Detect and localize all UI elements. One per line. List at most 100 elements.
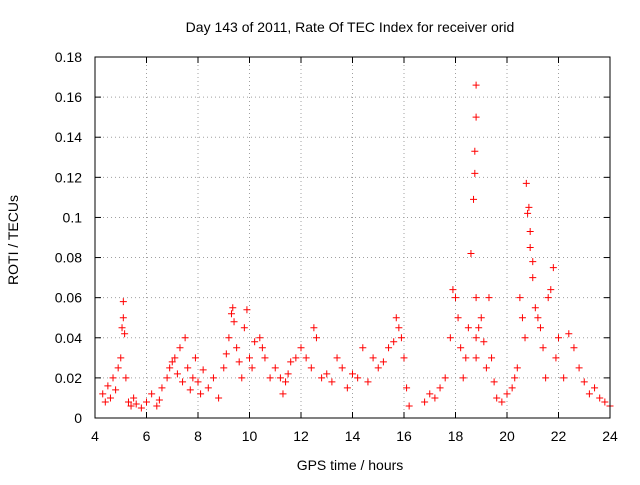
data-point [279,390,287,398]
data-point [467,250,475,258]
x-axis-label: GPS time / hours [297,457,404,473]
data-point [194,378,202,386]
y-tick-label: 0.02 [55,370,82,386]
data-point [292,354,300,362]
data-point [596,394,604,402]
x-tick-label: 6 [143,428,151,444]
data-point [199,366,207,374]
data-point [233,344,241,352]
y-tick-label: 0.12 [55,169,82,185]
data-point [130,394,138,402]
data-point [475,324,483,332]
data-point [503,390,511,398]
data-point [256,334,264,342]
x-tick-label: 8 [194,428,202,444]
data-point [122,374,130,382]
data-point [390,338,398,346]
data-point [426,390,434,398]
data-point [312,334,320,342]
data-point [284,370,292,378]
data-point [118,324,126,332]
data-point [148,390,156,398]
data-point [302,354,310,362]
data-point [155,396,163,404]
data-point [526,244,534,252]
data-point [405,402,413,410]
data-point [472,354,480,362]
data-point [472,294,480,302]
data-point [359,344,367,352]
data-point [271,364,279,372]
data-point [547,286,555,294]
x-tick-label: 24 [602,428,618,444]
data-point [225,334,233,342]
data-point [431,394,439,402]
data-point [287,358,295,366]
data-point [539,344,547,352]
data-point [534,314,542,322]
data-point [310,324,318,332]
data-point [480,338,488,346]
data-point [101,398,109,406]
data-point [109,374,117,382]
data-point [575,364,583,372]
x-tick-labels: 4 6 8 10 12 14 16 18 20 22 24 [91,428,618,444]
data-point [99,390,107,398]
data-point [542,374,550,382]
y-tick-label: 0.04 [55,330,82,346]
data-point [186,386,194,394]
data-point [485,294,493,302]
data-point [488,354,496,362]
data-point [552,354,560,362]
data-point [441,374,449,382]
x-tick-label: 20 [499,428,515,444]
data-point [328,378,336,386]
data-point [143,398,150,406]
data-point [229,304,237,312]
data-point [220,364,228,372]
data-point [266,374,274,382]
data-point [513,364,521,372]
data-point [104,382,112,390]
data-point [526,227,534,235]
data-point [204,384,212,392]
data-point [240,324,248,332]
data-point [166,364,174,372]
data-point [176,344,184,352]
y-tick-label: 0 [74,410,82,426]
data-point [472,334,480,342]
data-point [333,354,341,362]
data-point [385,344,393,352]
data-point [276,374,284,382]
data-point [338,364,346,372]
data-point [392,314,400,322]
data-point [549,264,557,272]
data-point [536,324,544,332]
y-tick-label: 0.1 [63,209,83,225]
data-point [119,314,127,322]
data-point [498,398,506,406]
data-point [230,318,238,326]
data-point [555,334,562,342]
data-point [374,364,382,372]
data-point [171,354,179,362]
data-point [490,378,498,386]
data-point [114,364,122,372]
data-point [163,374,171,382]
data-point [364,378,372,386]
data-point [369,354,377,362]
data-point [462,354,470,362]
data-point [400,354,408,362]
data-point [227,310,235,318]
axis-ticks [94,56,611,419]
y-tick-label: 0.14 [55,129,82,145]
data-point [464,324,472,332]
data-point [153,402,161,410]
data-point [158,384,166,392]
data-point [471,147,479,155]
data-point [580,378,588,386]
data-point [457,344,465,352]
x-tick-label: 14 [345,428,361,444]
